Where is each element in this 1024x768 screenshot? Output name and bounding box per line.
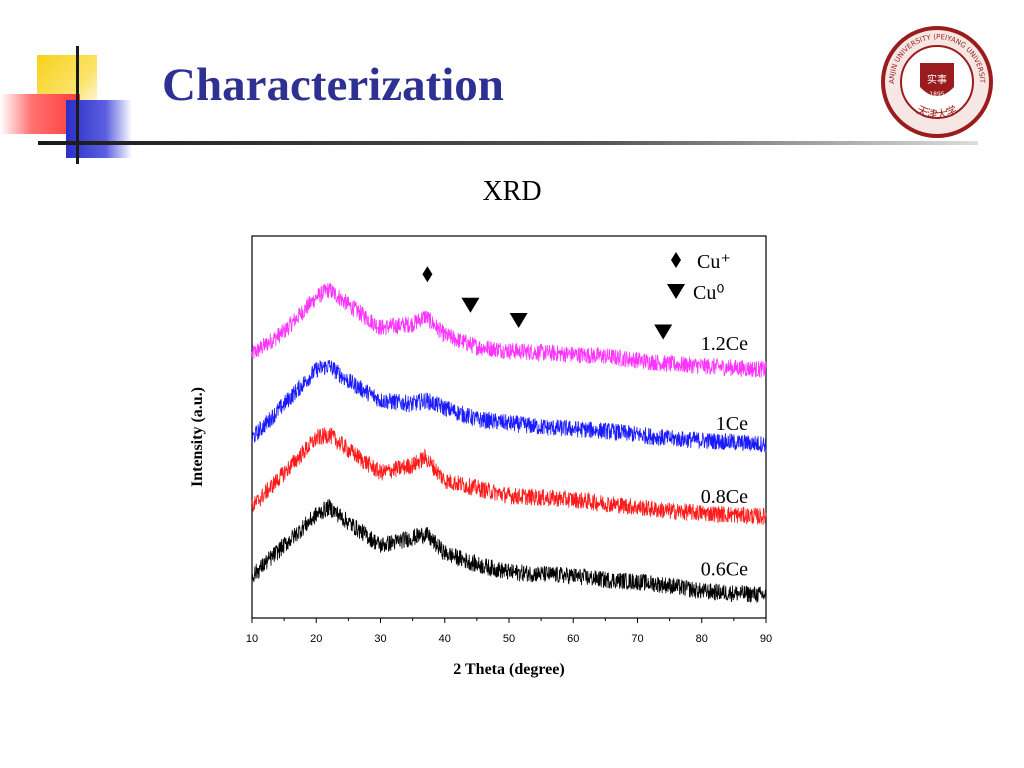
- series-line-1Ce: [251, 359, 767, 453]
- series-label-1.2Ce: 1.2Ce: [701, 333, 748, 355]
- peak-markers: [422, 266, 673, 340]
- university-seal-logo: 实事 1895 TIANJIN UNIVERSITY (PEIYANG UNIV…: [880, 25, 993, 138]
- logo-year: 1895: [929, 91, 944, 98]
- series-group: [251, 282, 767, 604]
- logo-emblem-text: 实事: [927, 73, 947, 86]
- series-label-0.6Ce: 0.6Ce: [701, 558, 748, 580]
- x-tick-label: 20: [310, 633, 322, 645]
- x-tick-label: 80: [696, 633, 708, 645]
- y-axis-title: Intensity (a.u.): [189, 387, 206, 487]
- series-line-0.8Ce: [251, 427, 767, 526]
- x-axis-title: 2 Theta (degree): [453, 661, 564, 678]
- plot-area: [251, 235, 767, 619]
- logo-inner-text: 天津大学: [915, 102, 960, 121]
- legend-diamond-icon: [671, 252, 681, 268]
- series-label-1Ce: 1Ce: [716, 413, 748, 435]
- series-line-0.6Ce: [251, 498, 767, 604]
- series-label-0.8Ce: 0.8Ce: [701, 486, 748, 508]
- cu-zero-marker: [461, 297, 480, 313]
- chart-title: XRD: [482, 176, 542, 207]
- cu-zero-marker: [654, 324, 673, 340]
- chart-legend: Cu⁺ Cu⁰: [667, 251, 731, 304]
- x-tick-label: 60: [567, 633, 579, 645]
- slide-title: Characterization: [162, 59, 504, 111]
- header-divider-line: [38, 141, 978, 145]
- legend-triangle-icon: [667, 284, 685, 299]
- cu-plus-marker: [422, 266, 433, 283]
- x-tick-label: 50: [503, 633, 515, 645]
- legend-label: Cu⁰: [693, 282, 724, 304]
- x-tick-label: 30: [374, 633, 386, 645]
- series-line-1.2Ce: [251, 282, 767, 378]
- x-tick-label: 90: [760, 633, 772, 645]
- x-tick-label: 70: [631, 633, 643, 645]
- series-labels: 1.2Ce 1Ce 0.8Ce 0.6Ce: [701, 333, 748, 580]
- x-tick-label: 10: [246, 633, 258, 645]
- legend-label: Cu⁺: [697, 251, 731, 273]
- x-tick-label: 40: [439, 633, 451, 645]
- cu-zero-marker: [509, 313, 528, 329]
- header-decoration-vertical-line: [76, 46, 79, 164]
- x-axis: 10 20 30 40 50 60 70 80 90: [246, 618, 772, 645]
